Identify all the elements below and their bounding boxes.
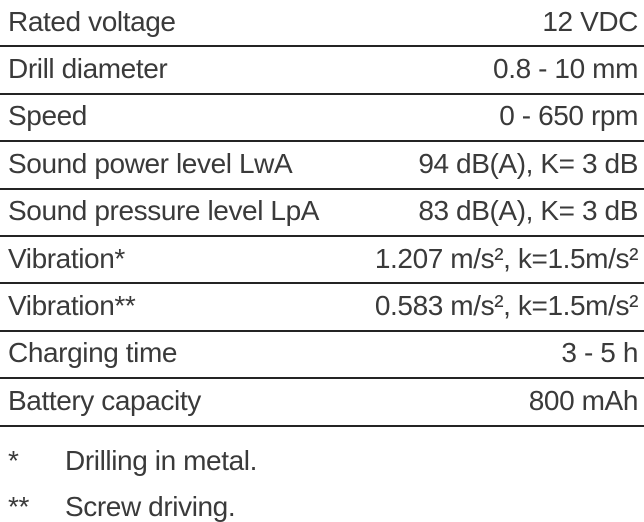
spec-value: 800 mAh [528, 384, 639, 416]
spec-label: Sound power level LwA [8, 147, 293, 179]
spec-value: 1.207 m/s², k=1.5m/s² [374, 242, 639, 274]
spec-label: Battery capacity [8, 384, 201, 416]
spec-value: 94 dB(A), K= 3 dB [418, 147, 638, 179]
spec-value: 0 - 650 rpm [499, 100, 638, 132]
spec-row-drill-diameter: Drill diameter 0.8 - 10 mm [0, 47, 644, 95]
spec-label: Vibration* [8, 242, 125, 274]
spec-row-sound-power-level: Sound power level LwA 94 dB(A), K= 3 dB [0, 142, 644, 190]
spec-label: Speed [8, 100, 87, 132]
footnote-text: Drilling in metal. [65, 444, 257, 476]
spec-row-vibration-screw-driving: Vibration** 0.583 m/s², k=1.5m/s² [0, 284, 644, 332]
footnotes: * Drilling in metal. ** Screw driving. [0, 438, 644, 522]
spec-label: Sound pressure level LpA [8, 195, 320, 227]
spec-row-battery-capacity: Battery capacity 800 mAh [0, 379, 644, 427]
spec-row-vibration-drilling: Vibration* 1.207 m/s², k=1.5m/s² [0, 237, 644, 285]
spec-row-charging-time: Charging time 3 - 5 h [0, 332, 644, 380]
spec-value: 0.8 - 10 mm [493, 53, 638, 85]
specifications-table: Rated voltage 12 VDC Drill diameter 0.8 … [0, 0, 644, 427]
spec-value: 83 dB(A), K= 3 dB [418, 195, 638, 227]
spec-label: Rated voltage [8, 5, 176, 37]
spec-value: 0.583 m/s², k=1.5m/s² [374, 290, 639, 322]
footnote-marker: ** [8, 490, 29, 522]
footnote-drilling-in-metal: * Drilling in metal. [8, 438, 644, 484]
spec-value: 3 - 5 h [561, 337, 638, 369]
spec-row-speed: Speed 0 - 650 rpm [0, 95, 644, 143]
footnote-text: Screw driving. [65, 490, 236, 522]
spec-label: Drill diameter [8, 53, 168, 85]
spec-row-rated-voltage: Rated voltage 12 VDC [0, 0, 644, 48]
footnote-marker: * [8, 444, 19, 476]
spec-label: Vibration** [8, 290, 136, 322]
footnote-screw-driving: ** Screw driving. [8, 484, 644, 522]
spec-value: 12 VDC [542, 5, 638, 37]
spec-label: Charging time [8, 337, 178, 369]
spec-row-sound-pressure-level: Sound pressure level LpA 83 dB(A), K= 3 … [0, 190, 644, 237]
